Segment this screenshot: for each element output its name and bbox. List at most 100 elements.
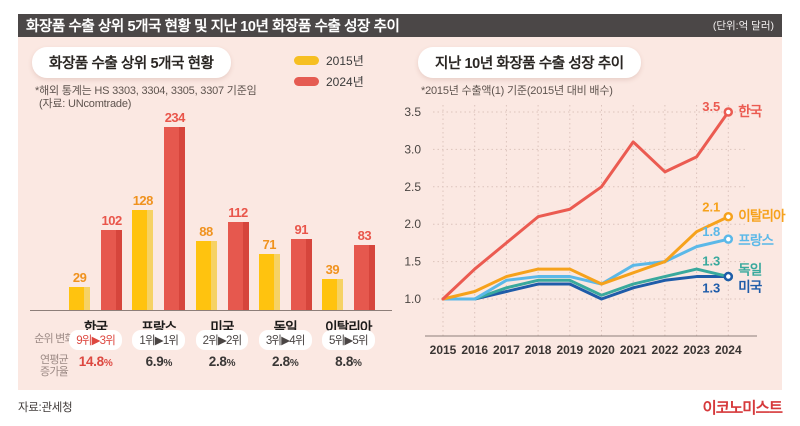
- x-year-label: 2019: [556, 343, 583, 357]
- bar-value-label: 128: [132, 193, 154, 208]
- rank-change-row-label: 순위 변화: [34, 333, 74, 345]
- left-footnote-line1: *해외 통계는 HS 3303, 3304, 3305, 3307 기준임: [35, 85, 257, 97]
- series-name-label: 프랑스: [738, 233, 774, 248]
- left-footnote-line2: (자료: UNcomtrade): [39, 98, 132, 110]
- bar-column-1-2: 112: [227, 205, 249, 310]
- x-year-label: 2022: [652, 343, 679, 357]
- left-section-title: 화장품 수출 상위 5개국 현황: [32, 47, 231, 78]
- bar: [195, 241, 217, 310]
- content-panel: 화장품 수출 상위 5개국 현황 *해외 통계는 HS 3303, 3304, …: [18, 37, 787, 390]
- bar-value-label: 112: [228, 205, 248, 220]
- bar-column-0-3: 71: [258, 237, 280, 310]
- series-line-한국: [441, 110, 730, 301]
- cagr-value-2: 2.8%: [208, 354, 236, 369]
- bar-column-0-4: 39: [321, 262, 343, 310]
- bar-value-label: 88: [199, 224, 213, 239]
- legend-swatch-0: [294, 56, 319, 65]
- rank-change-pill-3: 3위▶4위: [258, 330, 312, 350]
- cagr-value-3: 2.8%: [271, 354, 299, 369]
- bar-group-2: 88 112: [190, 105, 253, 310]
- x-year-label: 2018: [525, 343, 552, 357]
- y-tick-label: 2.5: [404, 180, 421, 194]
- bar: [101, 230, 123, 310]
- end-value-label: 1.8: [702, 224, 720, 239]
- bar-column-1-3: 91: [290, 222, 312, 310]
- x-year-label: 2024: [715, 343, 742, 357]
- legend-item-1: 2024년: [294, 73, 364, 90]
- title-bar: 화장품 수출 상위 5개국 현황 및 지난 10년 화장품 수출 성장 추이 (…: [18, 14, 782, 37]
- bar-chart-axis-line: [30, 310, 392, 311]
- bar-value-label: 39: [325, 262, 340, 277]
- legend-label-0: 2015년: [326, 54, 364, 68]
- end-value-label: 3.5: [702, 99, 720, 114]
- rank-change-row: 9위▶3위 1위▶1위 2위▶2위 3위▶4위 5위▶5위: [64, 330, 380, 350]
- cagr-row: 14.8% 6.9% 2.8% 2.8% 8.8%: [64, 354, 380, 369]
- series-name-label: 이탈리아: [738, 208, 786, 224]
- bar-column-0-2: 88: [195, 224, 217, 310]
- cagr-value-1: 6.9%: [145, 354, 173, 369]
- series-name-label: 한국: [738, 104, 763, 119]
- x-year-label: 2020: [588, 343, 615, 357]
- y-tick-label: 1.5: [404, 255, 421, 269]
- legend-swatch-1: [294, 77, 319, 86]
- x-year-label: 2017: [493, 343, 520, 357]
- rank-cell-2: 2위▶2위: [190, 330, 253, 350]
- bar: [227, 222, 249, 310]
- legend-item-0: 2015년: [294, 52, 364, 69]
- bar-column-0-0: 29: [69, 270, 91, 310]
- bar-column-0-1: 128: [132, 193, 153, 310]
- economist-logo: 이코노미스트: [702, 400, 783, 417]
- rank-cell-0: 9위▶3위: [64, 330, 127, 350]
- y-tick-label: 3.5: [404, 105, 421, 119]
- rank-change-pill-2: 2위▶2위: [195, 330, 249, 350]
- bar: [69, 287, 91, 310]
- bar: [321, 279, 343, 310]
- x-year-label: 2015: [430, 343, 457, 357]
- series-line-미국: [441, 275, 730, 301]
- bar-group-4: 39 83: [317, 105, 380, 310]
- series-name-label: 미국: [738, 280, 763, 295]
- bar: [258, 254, 280, 310]
- page-title: 화장품 수출 상위 5개국 현황 및 지난 10년 화장품 수출 성장 추이: [26, 19, 400, 35]
- bar: [353, 245, 375, 310]
- x-year-label: 2021: [620, 343, 647, 357]
- right-section-title: 지난 10년 화장품 수출 성장 추이: [418, 47, 641, 78]
- bar-value-label: 91: [294, 222, 308, 237]
- bar-column-1-0: 102: [101, 213, 122, 310]
- bar-value-label: 29: [72, 270, 87, 285]
- end-value-label: 1.3: [702, 281, 720, 296]
- bar-value-label: 83: [357, 228, 372, 243]
- bar: [164, 127, 186, 310]
- bar-value-label: 71: [262, 237, 276, 252]
- end-marker-이탈리아: [723, 211, 734, 222]
- cagr-row-label: 연평균 증가율: [26, 354, 82, 378]
- y-tick-label: 3.0: [404, 142, 421, 156]
- rank-cell-4: 5위▶5위: [317, 330, 380, 350]
- bar-group-3: 71 91: [254, 105, 317, 310]
- bar-chart: 29 102 128 234 88 112 71 91 39 83: [64, 105, 380, 310]
- y-tick-label: 1.0: [404, 292, 421, 306]
- series-line-이탈리아: [441, 215, 730, 301]
- cagr-row-label-line2: 증가율: [40, 365, 69, 378]
- rank-cell-1: 1위▶1위: [127, 330, 190, 350]
- bar-value-label: 234: [164, 110, 186, 125]
- end-value-label: 1.3: [702, 254, 720, 269]
- legend-label-1: 2024년: [326, 75, 364, 89]
- rank-change-pill-0: 9위▶3위: [69, 330, 122, 350]
- end-marker-프랑스: [723, 234, 734, 244]
- source-credit: 자료:관세청: [18, 402, 73, 414]
- end-value-label: 2.1: [702, 200, 720, 215]
- bar-group-0: 29 102: [64, 105, 127, 310]
- end-marker-한국: [723, 107, 734, 117]
- bar-group-1: 128 234: [127, 105, 190, 310]
- y-tick-label: 2.0: [404, 217, 421, 231]
- bar-column-1-4: 83: [353, 228, 375, 310]
- bar-chart-legend: 2015년 2024년: [294, 52, 364, 94]
- cagr-value-4: 8.8%: [335, 354, 362, 369]
- x-year-label: 2016: [461, 343, 488, 357]
- rank-change-pill-4: 5위▶5위: [322, 330, 375, 350]
- bar-column-1-1: 234: [164, 110, 185, 310]
- unit-label: (단위:억 달러): [712, 20, 774, 32]
- rank-change-pill-1: 1위▶1위: [132, 330, 186, 350]
